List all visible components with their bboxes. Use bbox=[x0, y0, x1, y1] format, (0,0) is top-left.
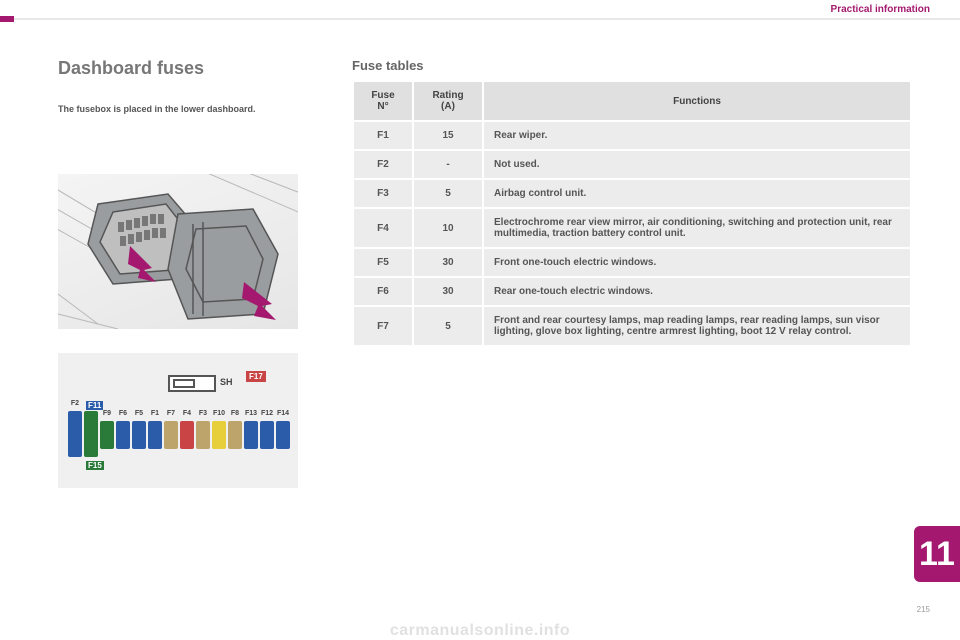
cell-fuse-n: F6 bbox=[353, 277, 413, 306]
cell-rating: 5 bbox=[413, 179, 483, 208]
heading-dashboard-fuses: Dashboard fuses bbox=[58, 58, 204, 79]
fuse-slot: F8 bbox=[228, 421, 242, 449]
fuse-slot: F6 bbox=[116, 421, 130, 449]
cell-fuse-n: F5 bbox=[353, 248, 413, 277]
cell-fuse-n: F3 bbox=[353, 179, 413, 208]
cell-function: Not used. bbox=[483, 150, 911, 179]
cell-rating: - bbox=[413, 150, 483, 179]
table-row: F630Rear one-touch electric windows. bbox=[353, 277, 911, 306]
th-functions: Functions bbox=[483, 81, 911, 121]
fuse-slot-label: F5 bbox=[132, 410, 146, 417]
cell-fuse-n: F4 bbox=[353, 208, 413, 248]
fuse-slot-label: F7 bbox=[164, 410, 178, 417]
cell-rating: 30 bbox=[413, 277, 483, 306]
cell-fuse-n: F1 bbox=[353, 121, 413, 150]
fuse-slot-label: F1 bbox=[148, 410, 162, 417]
fuse-slot: F9 bbox=[100, 421, 114, 449]
cell-function: Front and rear courtesy lamps, map readi… bbox=[483, 306, 911, 346]
fuse-slot-label: F2 bbox=[68, 400, 82, 407]
table-row: F75Front and rear courtesy lamps, map re… bbox=[353, 306, 911, 346]
page: Practical information Dashboard fuses Th… bbox=[0, 0, 960, 640]
fuse-slot-label: F9 bbox=[100, 410, 114, 417]
fuse-slot bbox=[84, 411, 98, 457]
watermark: carmanualsonline.info bbox=[0, 622, 960, 640]
section-label: Practical information bbox=[831, 4, 930, 15]
cell-function: Rear wiper. bbox=[483, 121, 911, 150]
fuse-slot-label: F4 bbox=[180, 410, 194, 417]
cell-fuse-n: F7 bbox=[353, 306, 413, 346]
fuse-slot: F1 bbox=[148, 421, 162, 449]
fuse-table: Fuse N° Rating (A) Functions F115Rear wi… bbox=[352, 80, 912, 347]
fuse-slot-label: F10 bbox=[212, 410, 226, 417]
sh-box bbox=[168, 375, 216, 392]
fuse-slot-label: F8 bbox=[228, 410, 242, 417]
table-header-row: Fuse N° Rating (A) Functions bbox=[353, 81, 911, 121]
fuse-slot: F5 bbox=[132, 421, 146, 449]
page-count: 215 bbox=[917, 605, 930, 614]
top-rule-accent bbox=[0, 16, 14, 22]
th-rating: Rating (A) bbox=[413, 81, 483, 121]
fuse-slot: F14 bbox=[276, 421, 290, 449]
cell-fuse-n: F2 bbox=[353, 150, 413, 179]
cell-rating: 15 bbox=[413, 121, 483, 150]
diagram-fuse-map: SH F17 F11 F15 F2F9F6F5F1F7F4F3F10F8F13F… bbox=[58, 353, 298, 488]
subtext-fusebox-location: The fusebox is placed in the lower dashb… bbox=[58, 104, 318, 114]
th-fuse: Fuse N° bbox=[353, 81, 413, 121]
fuse-slot: F13 bbox=[244, 421, 258, 449]
cell-function: Electrochrome rear view mirror, air cond… bbox=[483, 208, 911, 248]
table-row: F2-Not used. bbox=[353, 150, 911, 179]
fuse-row: F2F9F6F5F1F7F4F3F10F8F13F12F14 bbox=[68, 421, 290, 467]
cell-rating: 10 bbox=[413, 208, 483, 248]
cell-rating: 30 bbox=[413, 248, 483, 277]
fuse-slot: F10 bbox=[212, 421, 226, 449]
fuse-slot-label: F12 bbox=[260, 410, 274, 417]
cell-function: Rear one-touch electric windows. bbox=[483, 277, 911, 306]
top-rule bbox=[0, 18, 960, 20]
f17-label: F17 bbox=[246, 371, 266, 382]
cell-function: Front one-touch electric windows. bbox=[483, 248, 911, 277]
fuse-slot: F4 bbox=[180, 421, 194, 449]
fuse-slot-label: F14 bbox=[276, 410, 290, 417]
table-row: F35Airbag control unit. bbox=[353, 179, 911, 208]
diagram-fusebox-cover bbox=[58, 174, 298, 329]
table-row: F115Rear wiper. bbox=[353, 121, 911, 150]
f11-label: F11 bbox=[86, 401, 103, 410]
fusebox-cover-svg bbox=[58, 174, 298, 329]
fuse-slot-label: F3 bbox=[196, 410, 210, 417]
fuse-slot: F3 bbox=[196, 421, 210, 449]
page-number-tab: 11 bbox=[914, 526, 960, 582]
table-row: F410Electrochrome rear view mirror, air … bbox=[353, 208, 911, 248]
fuse-slot: F7 bbox=[164, 421, 178, 449]
sh-label: SH bbox=[220, 377, 233, 387]
fuse-slot-label: F6 bbox=[116, 410, 130, 417]
fuse-slot: F12 bbox=[260, 421, 274, 449]
cell-rating: 5 bbox=[413, 306, 483, 346]
table-row: F530Front one-touch electric windows. bbox=[353, 248, 911, 277]
cell-function: Airbag control unit. bbox=[483, 179, 911, 208]
heading-fuse-tables: Fuse tables bbox=[352, 58, 424, 73]
fuse-slot-label: F13 bbox=[244, 410, 258, 417]
fuse-slot: F2 bbox=[68, 411, 82, 457]
